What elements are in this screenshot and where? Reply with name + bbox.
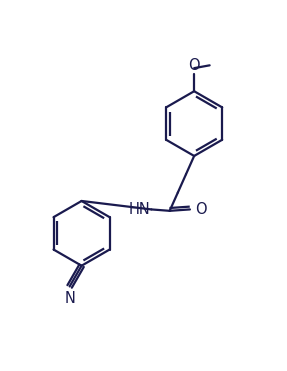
- Text: N: N: [65, 292, 76, 306]
- Text: O: O: [188, 58, 200, 73]
- Text: HN: HN: [128, 202, 150, 217]
- Text: O: O: [195, 202, 206, 217]
